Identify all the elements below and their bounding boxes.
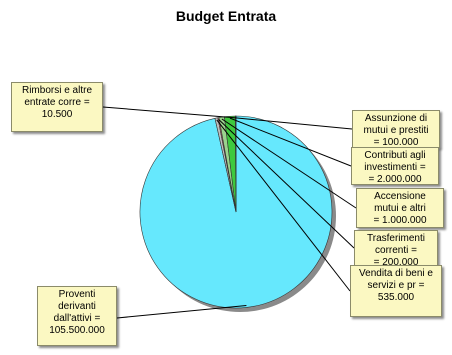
callout-assunzione: Assunzione di mutui e prestiti = 100.000 bbox=[352, 110, 440, 148]
callout-rimborsi: Rimborsi e altre entrate corre = 10.500 bbox=[11, 82, 103, 132]
callout-proventi: Proventi derivanti dall'attivi = 105.500… bbox=[37, 286, 117, 346]
callout-trasferimenti: Trasferimenti correnti = = 200.000 bbox=[354, 230, 438, 266]
callout-contributi: Contributi agli investimenti = = 2.000.0… bbox=[351, 147, 439, 185]
leader-line bbox=[116, 305, 247, 319]
leader-line bbox=[102, 106, 237, 119]
leader-line bbox=[235, 117, 353, 130]
leader-line bbox=[221, 118, 357, 209]
leader-line bbox=[216, 119, 351, 292]
leader-lines bbox=[102, 106, 357, 319]
pie-slices bbox=[139, 115, 333, 309]
callout-accensione: Accensione mutui e altri = 1.000.000 bbox=[356, 188, 444, 228]
callout-vendita: Vendita di beni e servizi e pr = 535.000 bbox=[350, 265, 442, 317]
leader-line bbox=[229, 117, 352, 167]
chart-title: Budget Entrata bbox=[175, 8, 277, 24]
leader-line bbox=[218, 119, 355, 249]
